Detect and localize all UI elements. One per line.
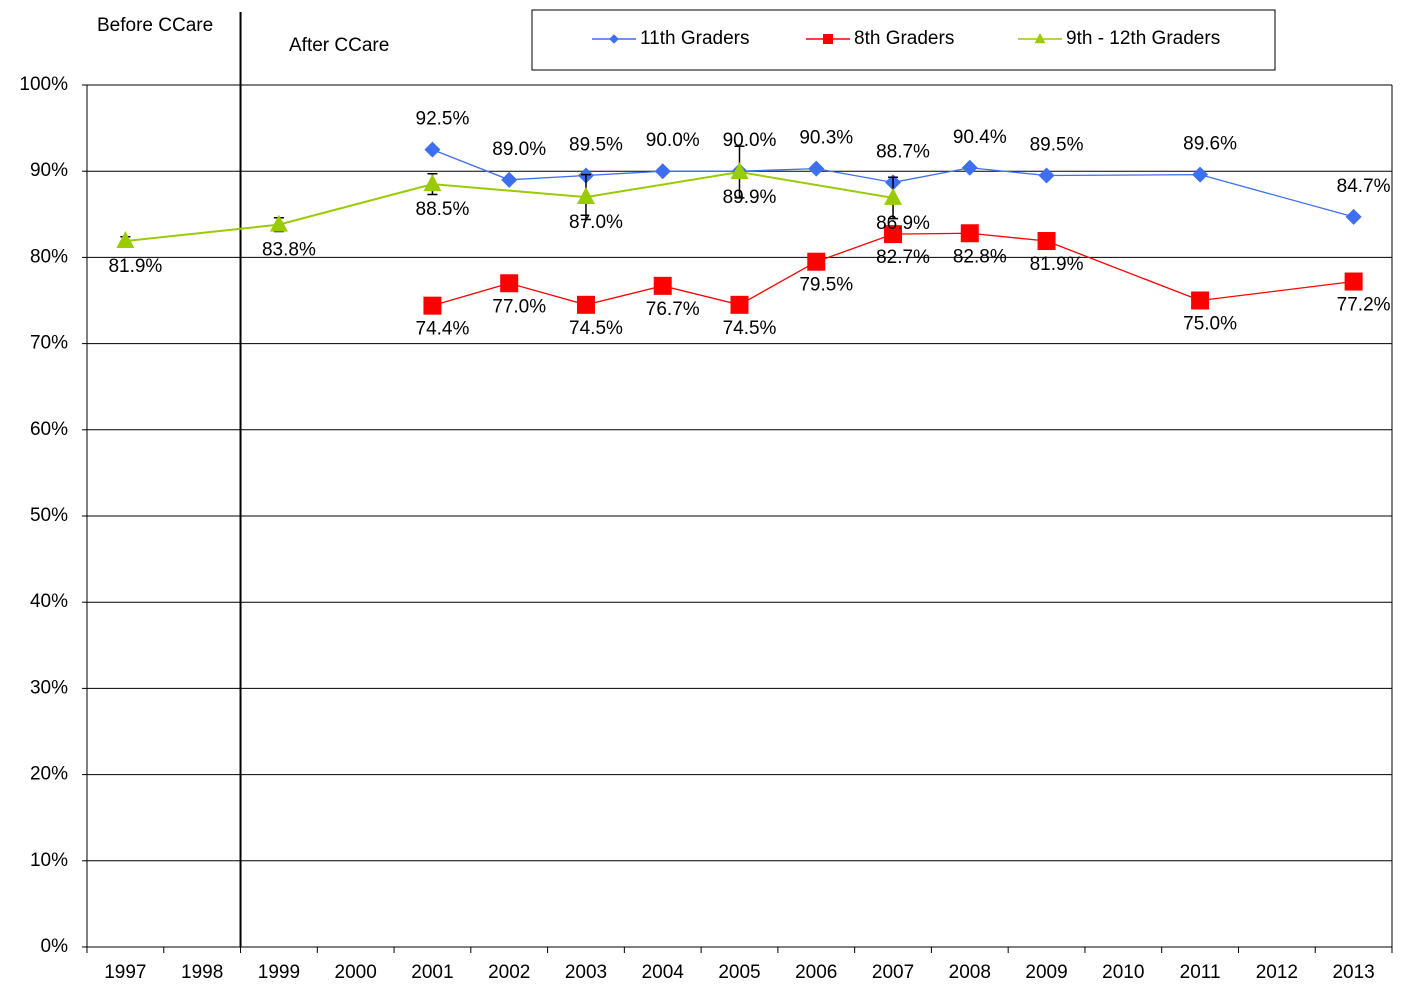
marker [1038,167,1055,184]
x-tick-label: 2002 [488,962,530,983]
marker [654,163,671,180]
marker [808,160,825,177]
legend-marker [1034,33,1046,44]
annotation: After CCare [289,35,389,56]
y-tick-label: 20% [30,764,68,785]
data-label: 87.0% [569,212,623,233]
marker [1192,166,1209,183]
data-label: 75.0% [1183,314,1237,335]
marker [116,231,135,249]
data-label: 86.9% [876,213,930,234]
data-label: 81.9% [108,256,162,277]
legend-label: 9th - 12th Graders [1066,28,1220,49]
data-label: 74.5% [569,318,623,339]
series-line [125,171,894,243]
annotation: Before CCare [97,15,213,36]
y-tick-label: 90% [30,160,68,181]
x-tick-label: 2006 [795,962,837,983]
marker [500,274,519,293]
legend-label: 8th Graders [854,28,954,49]
data-label: 82.8% [953,246,1007,267]
data-label: 77.2% [1337,295,1391,316]
x-tick-label: 2008 [949,962,991,983]
y-tick-label: 80% [30,246,68,267]
y-tick-label: 50% [30,505,68,526]
marker [501,171,518,188]
data-label: 74.4% [416,319,470,340]
x-tick-label: 2009 [1025,962,1067,983]
marker [653,276,672,295]
data-label: 82.7% [876,247,930,268]
data-label: 88.5% [416,199,470,220]
marker [1037,232,1056,251]
marker [730,162,749,180]
x-tick-label: 2005 [718,962,760,983]
marker [960,224,979,243]
y-tick-label: 40% [30,591,68,612]
x-tick-label: 2004 [642,962,685,983]
marker [576,187,595,205]
x-tick-label: 2010 [1102,962,1144,983]
x-tick-label: 2011 [1180,962,1221,983]
x-tick-label: 1997 [104,962,146,983]
marker [423,174,442,192]
marker [576,295,595,314]
data-label: 90.3% [799,128,853,149]
data-label: 79.5% [799,275,853,296]
data-label: 89.5% [1030,135,1084,156]
x-tick-label: 1999 [258,962,300,983]
marker [269,214,288,232]
marker [1191,291,1210,310]
data-label: 90.0% [723,130,777,151]
marker [807,252,826,271]
marker [730,295,749,314]
data-label: 74.5% [723,318,777,339]
data-label: 89.9% [723,187,777,208]
legend-marker [823,34,833,44]
data-label: 89.5% [569,135,623,156]
data-label: 76.7% [646,299,700,320]
marker [423,296,442,315]
legend-box [531,9,1276,71]
legend-label: 11th Graders [640,28,749,49]
x-tick-label: 2012 [1256,962,1298,983]
x-tick-label: 1998 [181,962,223,983]
data-label: 89.6% [1183,134,1237,155]
series-line [432,232,1354,307]
data-label: 90.0% [646,130,700,151]
data-label: 92.5% [416,109,470,130]
y-tick-label: 0% [41,936,69,957]
y-tick-label: 60% [30,419,68,440]
y-tick-label: 10% [30,850,68,871]
data-label: 90.4% [953,127,1007,148]
y-tick-label: 70% [30,333,68,354]
marker [961,159,978,176]
x-tick-label: 2000 [335,962,377,983]
x-tick-label: 2013 [1332,962,1374,983]
data-label: 88.7% [876,141,930,162]
marker [884,187,903,205]
y-tick-label: 30% [30,677,68,698]
data-label: 89.0% [492,139,546,160]
marker [1345,208,1362,225]
data-label: 81.9% [1030,254,1084,275]
data-label: 83.8% [262,240,316,261]
data-label: 84.7% [1337,176,1391,197]
y-tick-label: 100% [19,74,68,95]
x-tick-label: 2003 [565,962,607,983]
x-tick-label: 2007 [872,962,914,983]
marker [424,141,441,158]
marker [884,225,903,244]
x-tick-label: 2001 [411,962,453,983]
data-label: 77.0% [492,296,546,317]
marker [1344,272,1363,291]
